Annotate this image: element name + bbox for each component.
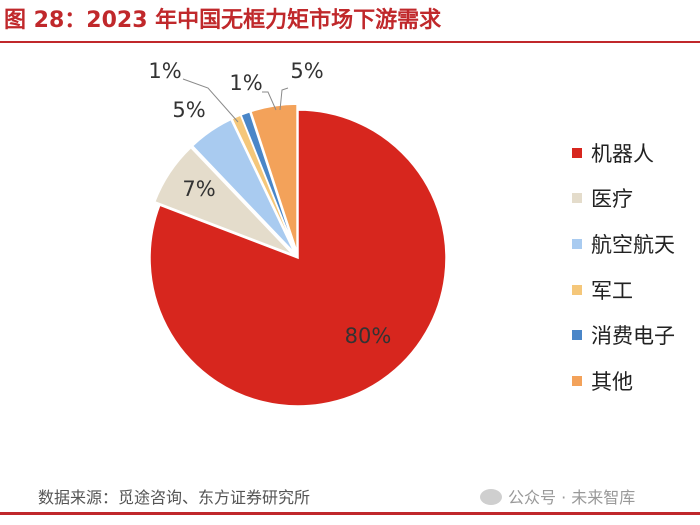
legend-label: 军工 bbox=[591, 278, 633, 303]
pie-slice-2 bbox=[153, 146, 294, 256]
legend-item-1: 机器人 bbox=[572, 130, 675, 176]
chart-title: 图 28：2023 年中国无框力矩市场下游需求 bbox=[4, 8, 442, 33]
legend-swatch bbox=[572, 147, 582, 158]
title-divider bbox=[0, 41, 700, 43]
legend-item-6: 其他 bbox=[572, 358, 675, 404]
legend-item-2: 医疗 bbox=[572, 176, 675, 222]
footer-divider bbox=[0, 512, 700, 515]
legend-swatch bbox=[572, 284, 582, 295]
data-label-1: 80% bbox=[345, 324, 392, 348]
data-label-3: 5% bbox=[172, 98, 205, 122]
legend-item-3: 航空航天 bbox=[572, 221, 675, 267]
legend-label: 其他 bbox=[591, 369, 633, 394]
legend-swatch bbox=[572, 193, 582, 204]
legend-item-5: 消费电子 bbox=[572, 312, 675, 358]
legend-label: 航空航天 bbox=[591, 232, 675, 257]
pie-slice-1 bbox=[149, 109, 447, 407]
legend-swatch bbox=[572, 330, 582, 341]
legend-label: 医疗 bbox=[591, 187, 633, 212]
source-note: 数据来源：觅途咨询、东方证券研究所 bbox=[38, 488, 311, 507]
leader-line-4 bbox=[182, 78, 239, 123]
data-label-5: 1% bbox=[229, 71, 262, 95]
pie-slice-5 bbox=[239, 110, 297, 253]
legend-swatch bbox=[572, 238, 582, 249]
legend-item-4: 军工 bbox=[572, 267, 675, 313]
data-label-6: 5% bbox=[290, 59, 323, 83]
legend-label: 机器人 bbox=[591, 141, 654, 166]
leader-line-6 bbox=[279, 87, 289, 111]
pie-slice-3 bbox=[191, 118, 296, 254]
legend-swatch bbox=[572, 375, 582, 386]
legend-label: 消费电子 bbox=[591, 324, 675, 349]
watermark-text: 公众号 · 未来智库 bbox=[508, 488, 636, 507]
watermark: 公众号 · 未来智库 bbox=[480, 484, 635, 508]
data-label-4: 1% bbox=[148, 59, 181, 83]
chart-legend: 机器人医疗航空航天军工消费电子其他 bbox=[572, 130, 675, 404]
leader-line-5 bbox=[262, 91, 277, 111]
data-label-2: 7% bbox=[182, 177, 215, 201]
wechat-icon bbox=[480, 489, 502, 505]
